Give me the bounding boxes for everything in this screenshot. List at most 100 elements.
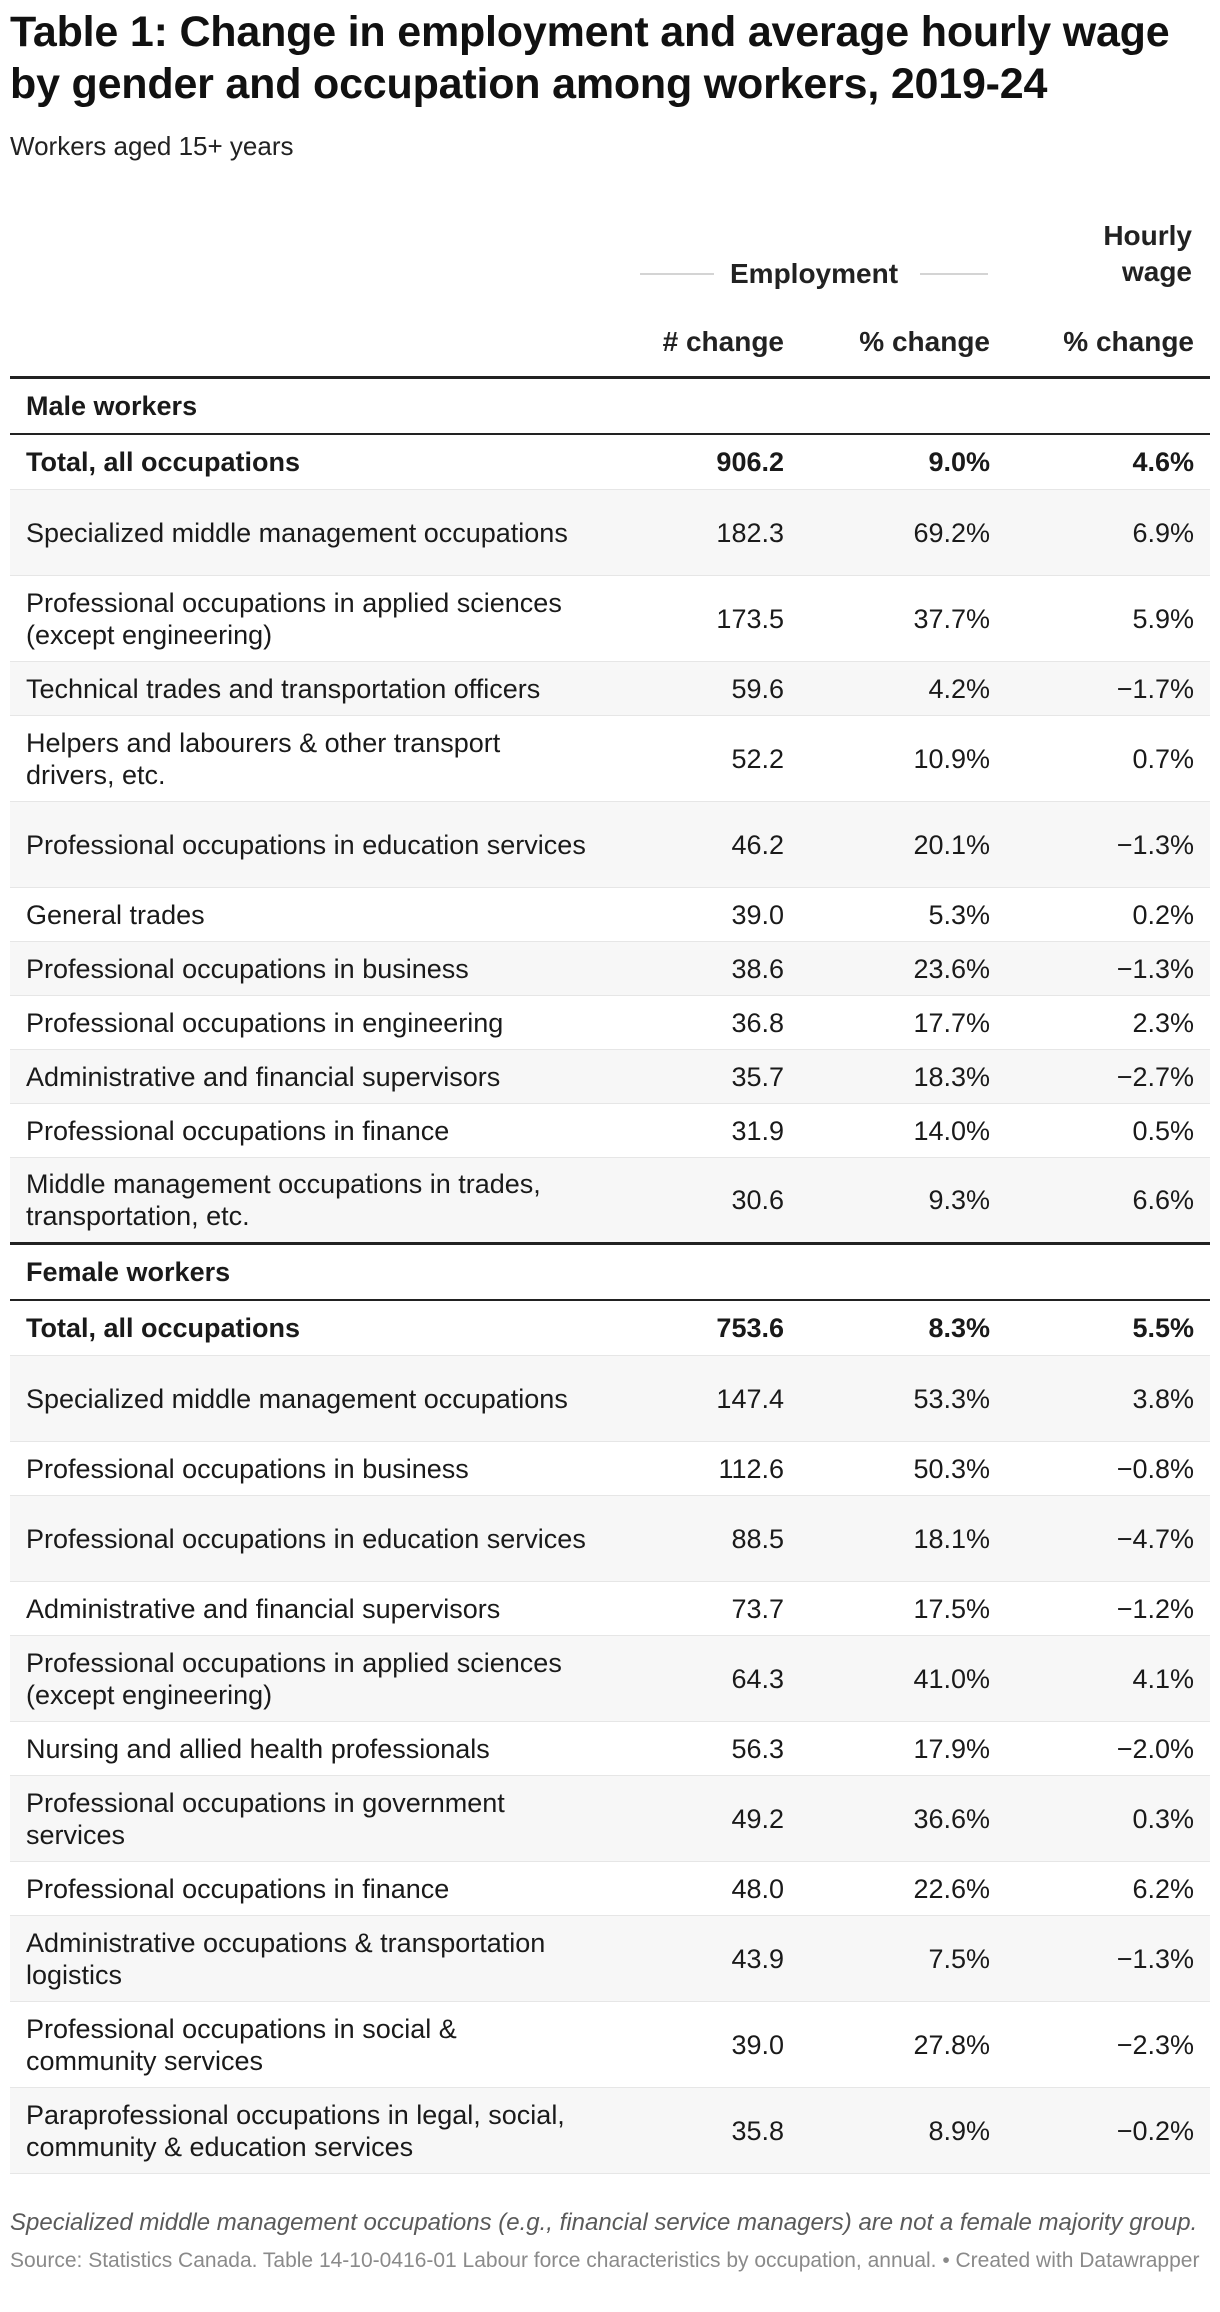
num-change-cell: 36.8 <box>610 995 800 1050</box>
wage-change-cell: 0.7% <box>1006 715 1211 802</box>
occupation-cell: Nursing and allied health professionals <box>10 1721 610 1776</box>
occupation-cell: Professional occupations in finance <box>10 1861 610 1916</box>
table-row: Specialized middle management occupation… <box>10 489 1211 576</box>
num-change-cell: 46.2 <box>610 801 800 888</box>
num-change-cell: 48.0 <box>610 1861 800 1916</box>
wage-change-cell: 3.8% <box>1006 1355 1211 1442</box>
section-header-row: Male workers <box>10 376 1211 435</box>
employment-group-header: Employment <box>730 258 899 289</box>
pct-change-cell: 17.7% <box>800 995 1006 1050</box>
wage-change-cell: 2.3% <box>1006 995 1211 1050</box>
table-row: Helpers and labourers & other transport … <box>10 715 1211 802</box>
source-credit: Source: Statistics Canada. Table 14-10-0… <box>10 2249 1200 2272</box>
occupation-cell: Paraprofessional occupations in legal, s… <box>10 2087 610 2174</box>
section-header-row: Female workers <box>10 1242 1211 1301</box>
wage-change-cell: −4.7% <box>1006 1495 1211 1582</box>
occupation-cell: General trades <box>10 887 610 942</box>
wage-change-cell: 5.5% <box>1006 1299 1211 1356</box>
table-title: Table 1: Change in employment and averag… <box>10 8 1170 108</box>
pct-change-cell: 53.3% <box>800 1355 1006 1442</box>
pct-change-cell: 50.3% <box>800 1441 1006 1496</box>
table-row: Technical trades and transportation offi… <box>10 661 1211 716</box>
occupation-cell: Total, all occupations <box>10 1299 610 1356</box>
wage-change-cell: −1.2% <box>1006 1581 1211 1636</box>
pct-change-cell: 8.9% <box>800 2087 1006 2174</box>
num-change-cell: 112.6 <box>610 1441 800 1496</box>
pct-change-cell: 10.9% <box>800 715 1006 802</box>
hourly-wage-group-header: Hourly wage <box>1103 220 1192 287</box>
occupation-cell: Professional occupations in social & com… <box>10 2001 610 2088</box>
table-row: Professional occupations in applied scie… <box>10 1635 1211 1722</box>
pct-change-cell: 7.5% <box>800 1915 1006 2002</box>
employment-group-line-right <box>920 273 988 275</box>
pct-change-cell: 14.0% <box>800 1103 1006 1158</box>
pct-change-cell: 18.3% <box>800 1049 1006 1104</box>
pct-change-cell: 8.3% <box>800 1299 1006 1356</box>
pct-change-cell: 23.6% <box>800 941 1006 996</box>
occupation-cell: Professional occupations in applied scie… <box>10 575 610 662</box>
num-change-cell: 35.7 <box>610 1049 800 1104</box>
pct-change-cell: 17.9% <box>800 1721 1006 1776</box>
wage-change-cell: −1.3% <box>1006 1915 1211 2002</box>
pct-change-cell: 9.3% <box>800 1157 1006 1244</box>
table-row: Professional occupations in business 112.… <box>10 1441 1211 1496</box>
num-change-cell: 39.0 <box>610 2001 800 2088</box>
pct-change-cell: 9.0% <box>800 433 1006 490</box>
pct-change-cell: 36.6% <box>800 1775 1006 1862</box>
occupation-cell: Professional occupations in education se… <box>10 1495 610 1582</box>
wage-change-cell: 0.2% <box>1006 887 1211 942</box>
section-label: Female workers <box>10 1242 1211 1301</box>
num-change-cell: 31.9 <box>610 1103 800 1158</box>
table-row: Professional occupations in business 38.6… <box>10 941 1211 996</box>
num-change-cell: 52.2 <box>610 715 800 802</box>
table-row: Professional occupations in education se… <box>10 1495 1211 1582</box>
pct-change-cell: 4.2% <box>800 661 1006 716</box>
num-change-cell: 173.5 <box>610 575 800 662</box>
section-label: Male workers <box>10 376 1211 435</box>
pct-change-cell: 17.5% <box>800 1581 1006 1636</box>
num-change-cell: 35.8 <box>610 2087 800 2174</box>
table-row: Professional occupations in education se… <box>10 801 1211 888</box>
table-row: Professional occupations in government s… <box>10 1775 1211 1862</box>
occupation-cell: Total, all occupations <box>10 433 610 490</box>
occupation-cell: Middle management occupations in trades,… <box>10 1157 610 1244</box>
occupation-cell: Professional occupations in applied scie… <box>10 1635 610 1722</box>
num-change-cell: 56.3 <box>610 1721 800 1776</box>
total-row: Total, all occupations 906.2 9.0% 4.6% <box>10 433 1211 490</box>
wage-change-cell: −1.7% <box>1006 661 1211 716</box>
num-change-cell: 64.3 <box>610 1635 800 1722</box>
data-table: Male workers Total, all occupations 906.2 9… <box>10 376 1211 2174</box>
num-change-cell: 906.2 <box>610 433 800 490</box>
column-header-num-change: # change <box>662 326 784 357</box>
occupation-cell: Professional occupations in engineering <box>10 995 610 1050</box>
table-row: Paraprofessional occupations in legal, s… <box>10 2087 1211 2174</box>
wage-change-cell: −2.0% <box>1006 1721 1211 1776</box>
occupation-cell: Professional occupations in government s… <box>10 1775 610 1862</box>
occupation-cell: Administrative occupations & transportat… <box>10 1915 610 2002</box>
pct-change-cell: 69.2% <box>800 489 1006 576</box>
table-note: Specialized middle management occupation… <box>10 2209 1198 2236</box>
occupation-cell: Professional occupations in business <box>10 941 610 996</box>
table-row: Professional occupations in engineering 3… <box>10 995 1211 1050</box>
num-change-cell: 73.7 <box>610 1581 800 1636</box>
wage-change-cell: 5.9% <box>1006 575 1211 662</box>
table-row: Professional occupations in finance 48.0 2… <box>10 1861 1211 1916</box>
num-change-cell: 59.6 <box>610 661 800 716</box>
wage-change-cell: 4.6% <box>1006 433 1211 490</box>
num-change-cell: 147.4 <box>610 1355 800 1442</box>
pct-change-cell: 20.1% <box>800 801 1006 888</box>
num-change-cell: 30.6 <box>610 1157 800 1244</box>
occupation-cell: Specialized middle management occupation… <box>10 489 610 576</box>
wage-change-cell: −1.3% <box>1006 801 1211 888</box>
wage-change-cell: −2.7% <box>1006 1049 1211 1104</box>
num-change-cell: 39.0 <box>610 887 800 942</box>
table-row: Professional occupations in finance 31.9 1… <box>10 1103 1211 1158</box>
table-row: Nursing and allied health professionals 5… <box>10 1721 1211 1776</box>
pct-change-cell: 18.1% <box>800 1495 1006 1582</box>
table-row: Middle management occupations in trades,… <box>10 1157 1211 1244</box>
table-row: Professional occupations in social & com… <box>10 2001 1211 2088</box>
wage-change-cell: −0.8% <box>1006 1441 1211 1496</box>
wage-change-cell: 6.2% <box>1006 1861 1211 1916</box>
num-change-cell: 88.5 <box>610 1495 800 1582</box>
